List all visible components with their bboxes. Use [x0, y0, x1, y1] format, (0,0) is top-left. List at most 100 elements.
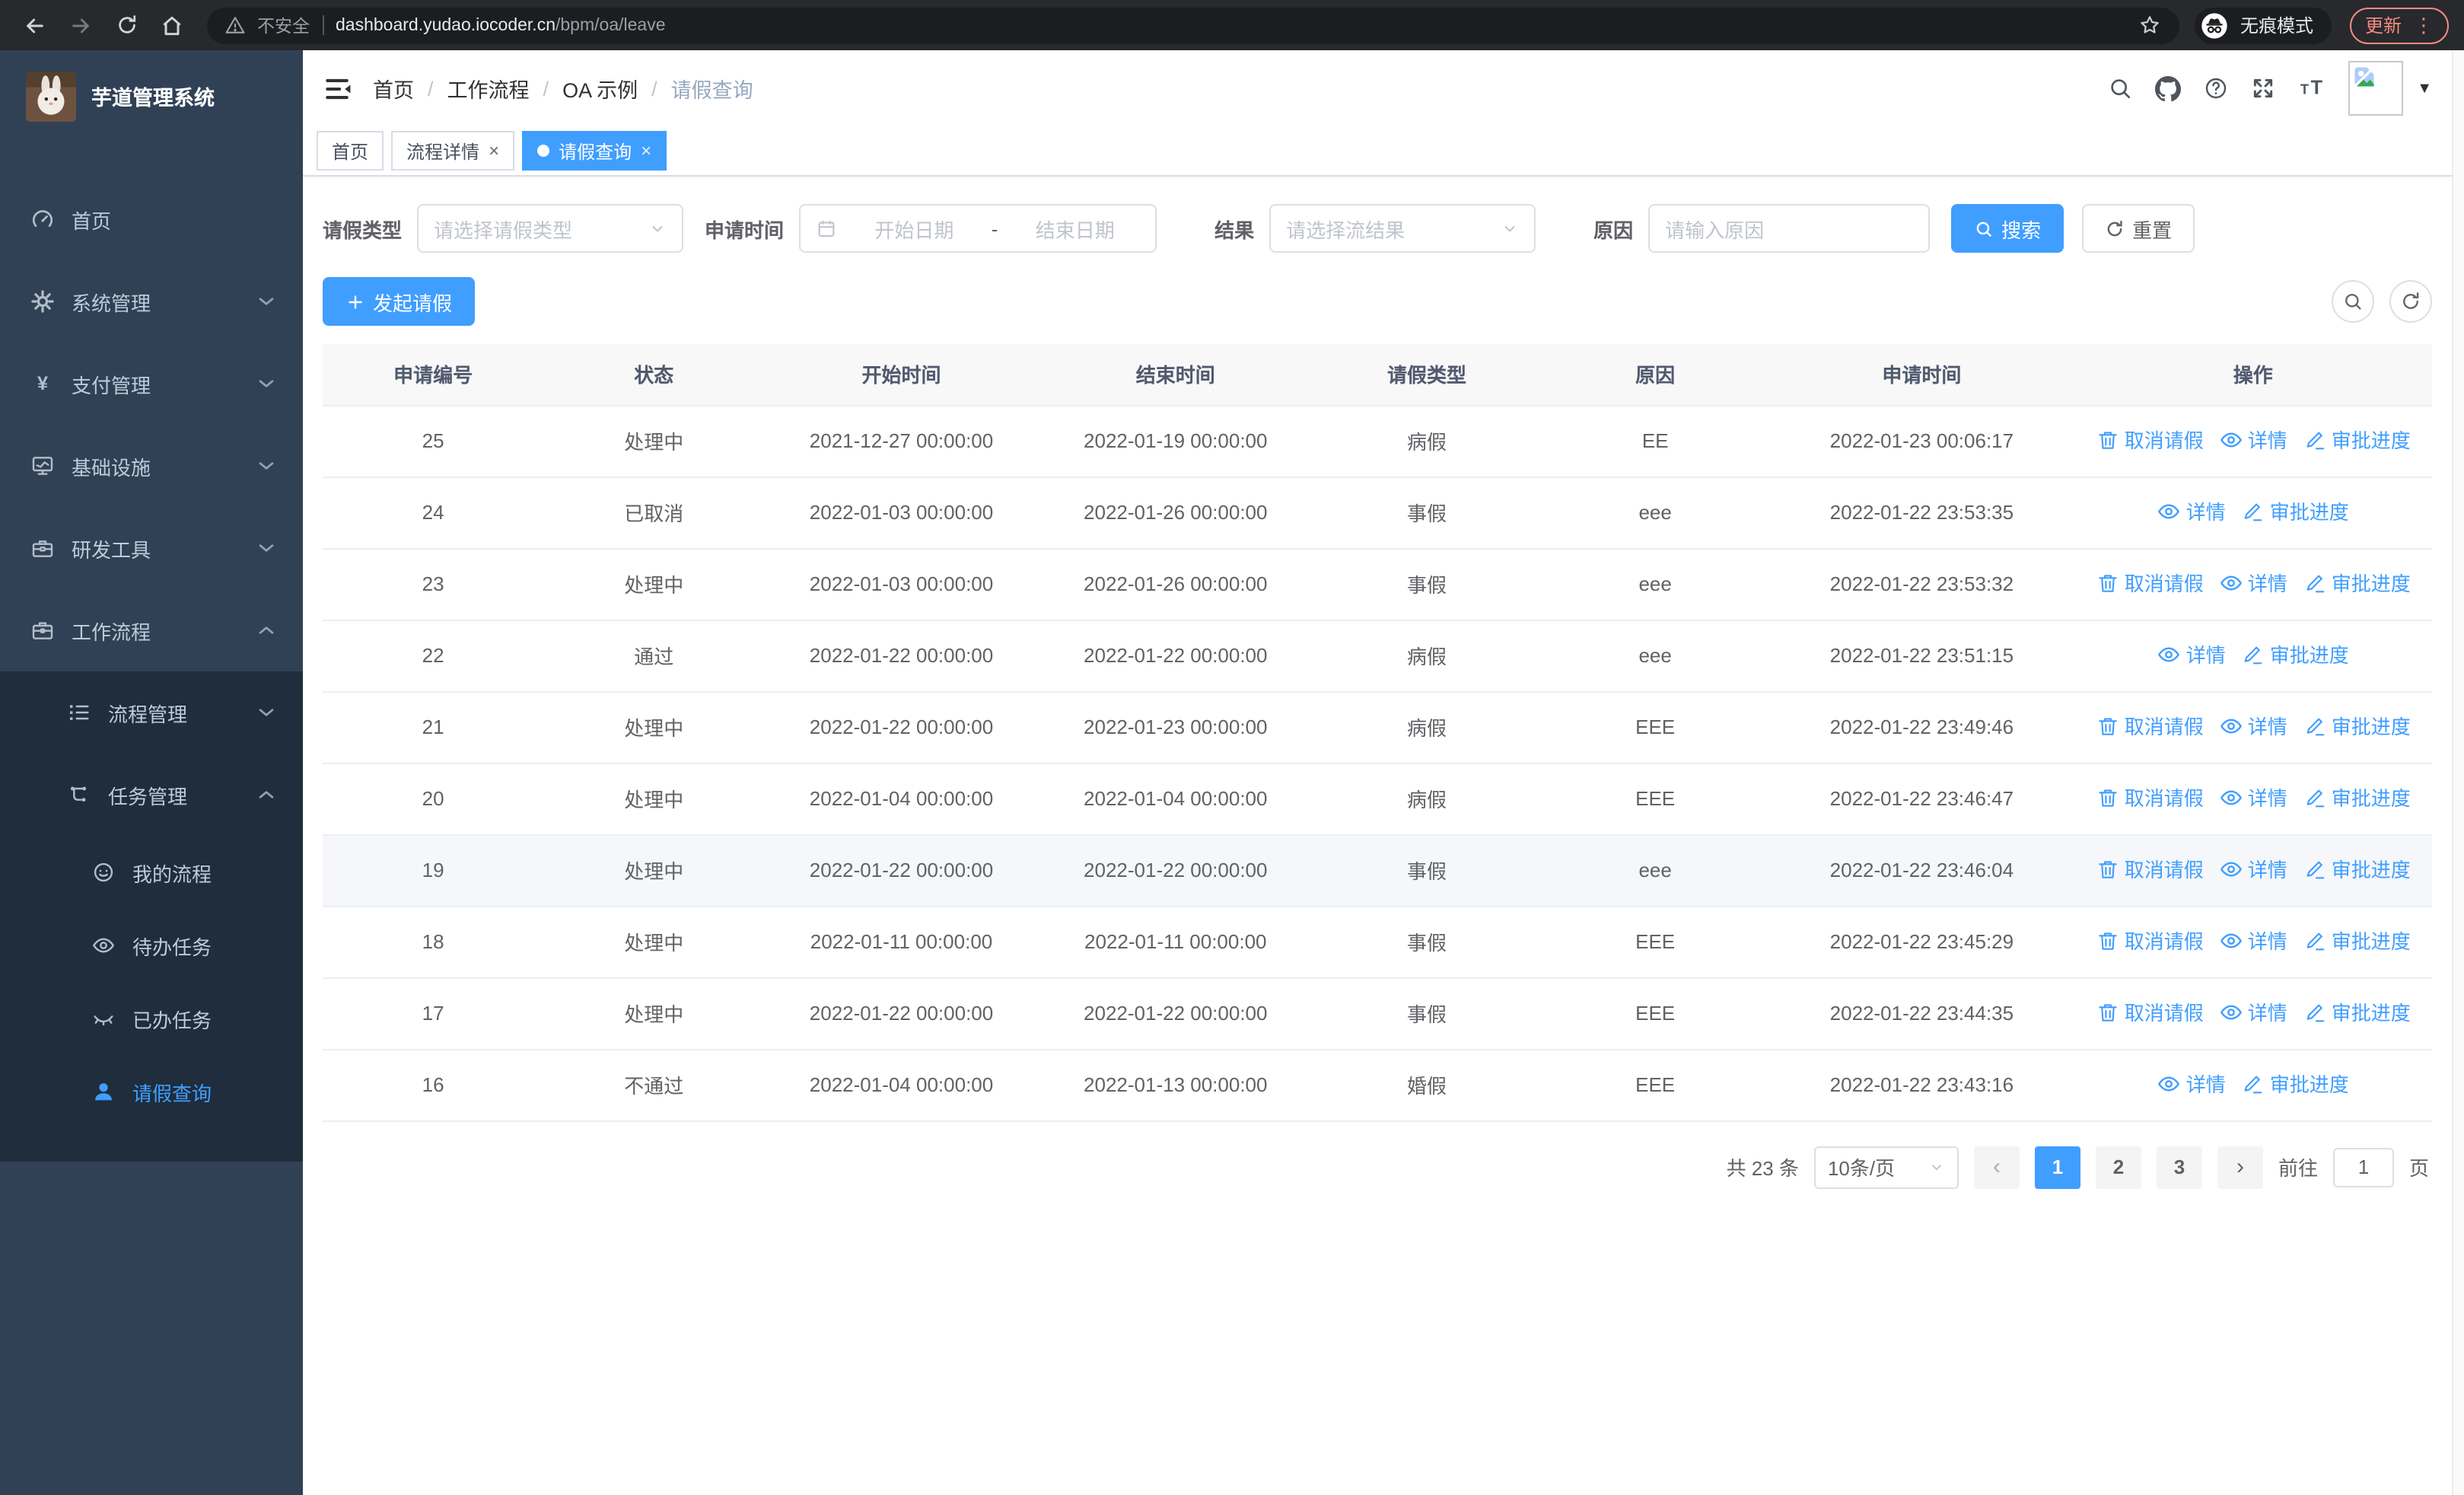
browser-update-button[interactable]: 更新 ⋮ [2349, 7, 2449, 43]
tab-label: 请假查询 [559, 141, 632, 162]
action-cancel-link[interactable]: 取消请假 [2096, 998, 2204, 1027]
sidebar-item[interactable]: ¥ 支付管理 [0, 343, 303, 425]
action-detail-link[interactable]: 详情 [2219, 926, 2287, 955]
close-tab-icon[interactable]: × [641, 140, 652, 161]
url-bar[interactable]: 不安全 dashboard.yudao.iocoder.cn/bpm/oa/le… [207, 7, 2179, 43]
action-progress-link[interactable]: 审批进度 [2303, 569, 2411, 598]
cell-leave-type: 事假 [1312, 977, 1542, 1050]
action-progress-link[interactable]: 审批进度 [2241, 640, 2349, 669]
cell-apply-time: 2022-01-22 23:51:15 [1769, 620, 2074, 692]
cell-start-time: 2022-01-22 00:00:00 [764, 834, 1039, 907]
search-icon[interactable] [2108, 76, 2132, 100]
close-tab-icon[interactable]: × [489, 140, 500, 161]
end-date-input[interactable]: 结束日期 [1035, 218, 1115, 241]
browser-menu-icon[interactable]: ⋮ [2414, 13, 2434, 36]
scrollbar[interactable] [2452, 50, 2464, 1495]
sidebar-item[interactable]: 工作流程 [0, 589, 303, 671]
github-icon[interactable] [2155, 75, 2182, 101]
sidebar-item[interactable]: 任务管理 [0, 754, 303, 836]
action-detail-link[interactable]: 详情 [2219, 998, 2287, 1027]
page-button[interactable]: 2 [2095, 1146, 2141, 1188]
action-detail-link[interactable]: 详情 [2157, 497, 2226, 526]
collapse-sidebar-icon[interactable] [323, 74, 352, 103]
forward-icon[interactable] [61, 5, 100, 45]
reason-input[interactable]: 请输入原因 [1648, 204, 1931, 253]
fullscreen-icon[interactable] [2251, 76, 2275, 100]
reload-icon[interactable] [107, 5, 146, 45]
avatar-caret-icon[interactable]: ▼ [2417, 80, 2432, 97]
plus-icon [345, 292, 365, 311]
action-cancel-link[interactable]: 取消请假 [2096, 926, 2204, 955]
action-cancel-link[interactable]: 取消请假 [2096, 783, 2204, 812]
avatar[interactable] [2348, 61, 2404, 116]
create-leave-button[interactable]: 发起请假 [323, 277, 476, 326]
breadcrumb-item[interactable]: 首页 [373, 79, 414, 102]
page-button[interactable]: 3 [2156, 1146, 2202, 1188]
action-detail-link[interactable]: 详情 [2219, 783, 2287, 812]
sidebar-item[interactable]: 请假查询 [0, 1055, 303, 1128]
sidebar-item[interactable]: 研发工具 [0, 507, 303, 589]
action-detail-link[interactable]: 详情 [2219, 712, 2287, 741]
home-icon[interactable] [152, 5, 192, 45]
action-detail-link[interactable]: 详情 [2157, 640, 2226, 669]
sidebar-item[interactable]: 基础设施 [0, 425, 303, 507]
breadcrumb-item[interactable]: 工作流程 [447, 79, 530, 102]
sidebar-item[interactable]: 首页 [0, 178, 303, 260]
security-warning[interactable]: 不安全 [257, 18, 310, 36]
action-cancel-link[interactable]: 取消请假 [2096, 426, 2204, 454]
reset-button[interactable]: 重置 [2082, 204, 2195, 253]
page-button[interactable]: 1 [2034, 1146, 2080, 1188]
search-button[interactable]: 搜索 [1951, 204, 2064, 253]
view-tab[interactable]: 请假查询 × [522, 131, 667, 171]
pen-icon [2241, 642, 2265, 667]
refresh-table-button[interactable] [2389, 280, 2432, 323]
sidebar-item-label: 已办任务 [132, 1009, 212, 1031]
action-label: 审批进度 [2331, 572, 2411, 596]
start-date-input[interactable]: 开始日期 [874, 218, 954, 241]
leave-type-select[interactable]: 请选择请假类型 [417, 204, 684, 253]
action-label: 详情 [2247, 930, 2287, 954]
goto-page-input[interactable]: 1 [2332, 1147, 2394, 1187]
show-search-button[interactable] [2332, 280, 2374, 323]
action-progress-link[interactable]: 审批进度 [2241, 1069, 2349, 1098]
view-tab[interactable]: 流程详情 × [391, 131, 515, 171]
action-progress-link[interactable]: 审批进度 [2303, 855, 2411, 884]
apply-time-range-input[interactable]: 开始日期 - 结束日期 [799, 204, 1157, 253]
action-progress-link[interactable]: 审批进度 [2241, 497, 2349, 526]
action-detail-link[interactable]: 详情 [2219, 426, 2287, 454]
action-detail-link[interactable]: 详情 [2157, 1069, 2226, 1098]
prev-page-button[interactable]: ‹ [1973, 1146, 2020, 1188]
action-progress-link[interactable]: 审批进度 [2303, 998, 2411, 1027]
back-icon[interactable] [15, 5, 55, 45]
sidebar-item[interactable]: 系统管理 [0, 260, 303, 343]
action-detail-link[interactable]: 详情 [2219, 569, 2287, 598]
next-page-button[interactable]: › [2217, 1146, 2263, 1188]
column-header: 申请编号 [323, 344, 544, 406]
sidebar-item[interactable]: 待办任务 [0, 909, 303, 982]
sidebar-item-label: 首页 [72, 209, 112, 232]
help-icon[interactable] [2204, 76, 2228, 100]
sidebar-item[interactable]: 我的流程 [0, 836, 303, 909]
table-row: 24 已取消 2022-01-03 00:00:00 2022-01-26 00:00… [323, 477, 2432, 549]
action-progress-link[interactable]: 审批进度 [2303, 926, 2411, 955]
breadcrumb-item[interactable]: OA 示例 [562, 79, 638, 102]
sidebar-item[interactable]: 流程管理 [0, 671, 303, 754]
action-cancel-link[interactable]: 取消请假 [2096, 569, 2204, 598]
page-size-select[interactable]: 10条/页 [1813, 1146, 1959, 1188]
result-select[interactable]: 请选择流结果 [1269, 204, 1536, 253]
app-logo[interactable]: 芋道管理系统 [0, 50, 303, 142]
action-cancel-link[interactable]: 取消请假 [2096, 855, 2204, 884]
pen-icon [2303, 428, 2327, 452]
cell-apply-time: 2022-01-22 23:49:46 [1769, 691, 2074, 763]
view-tab[interactable]: 首页 [317, 131, 384, 171]
sidebar-item[interactable]: 已办任务 [0, 982, 303, 1055]
action-progress-link[interactable]: 审批进度 [2303, 426, 2411, 454]
action-progress-link[interactable]: 审批进度 [2303, 783, 2411, 812]
action-detail-link[interactable]: 详情 [2219, 855, 2287, 884]
action-progress-link[interactable]: 审批进度 [2303, 712, 2411, 741]
url-text[interactable]: dashboard.yudao.iocoder.cn/bpm/oa/leave [336, 16, 666, 34]
action-cancel-link[interactable]: 取消请假 [2096, 712, 2204, 741]
bookmark-star-icon[interactable] [2138, 14, 2161, 37]
